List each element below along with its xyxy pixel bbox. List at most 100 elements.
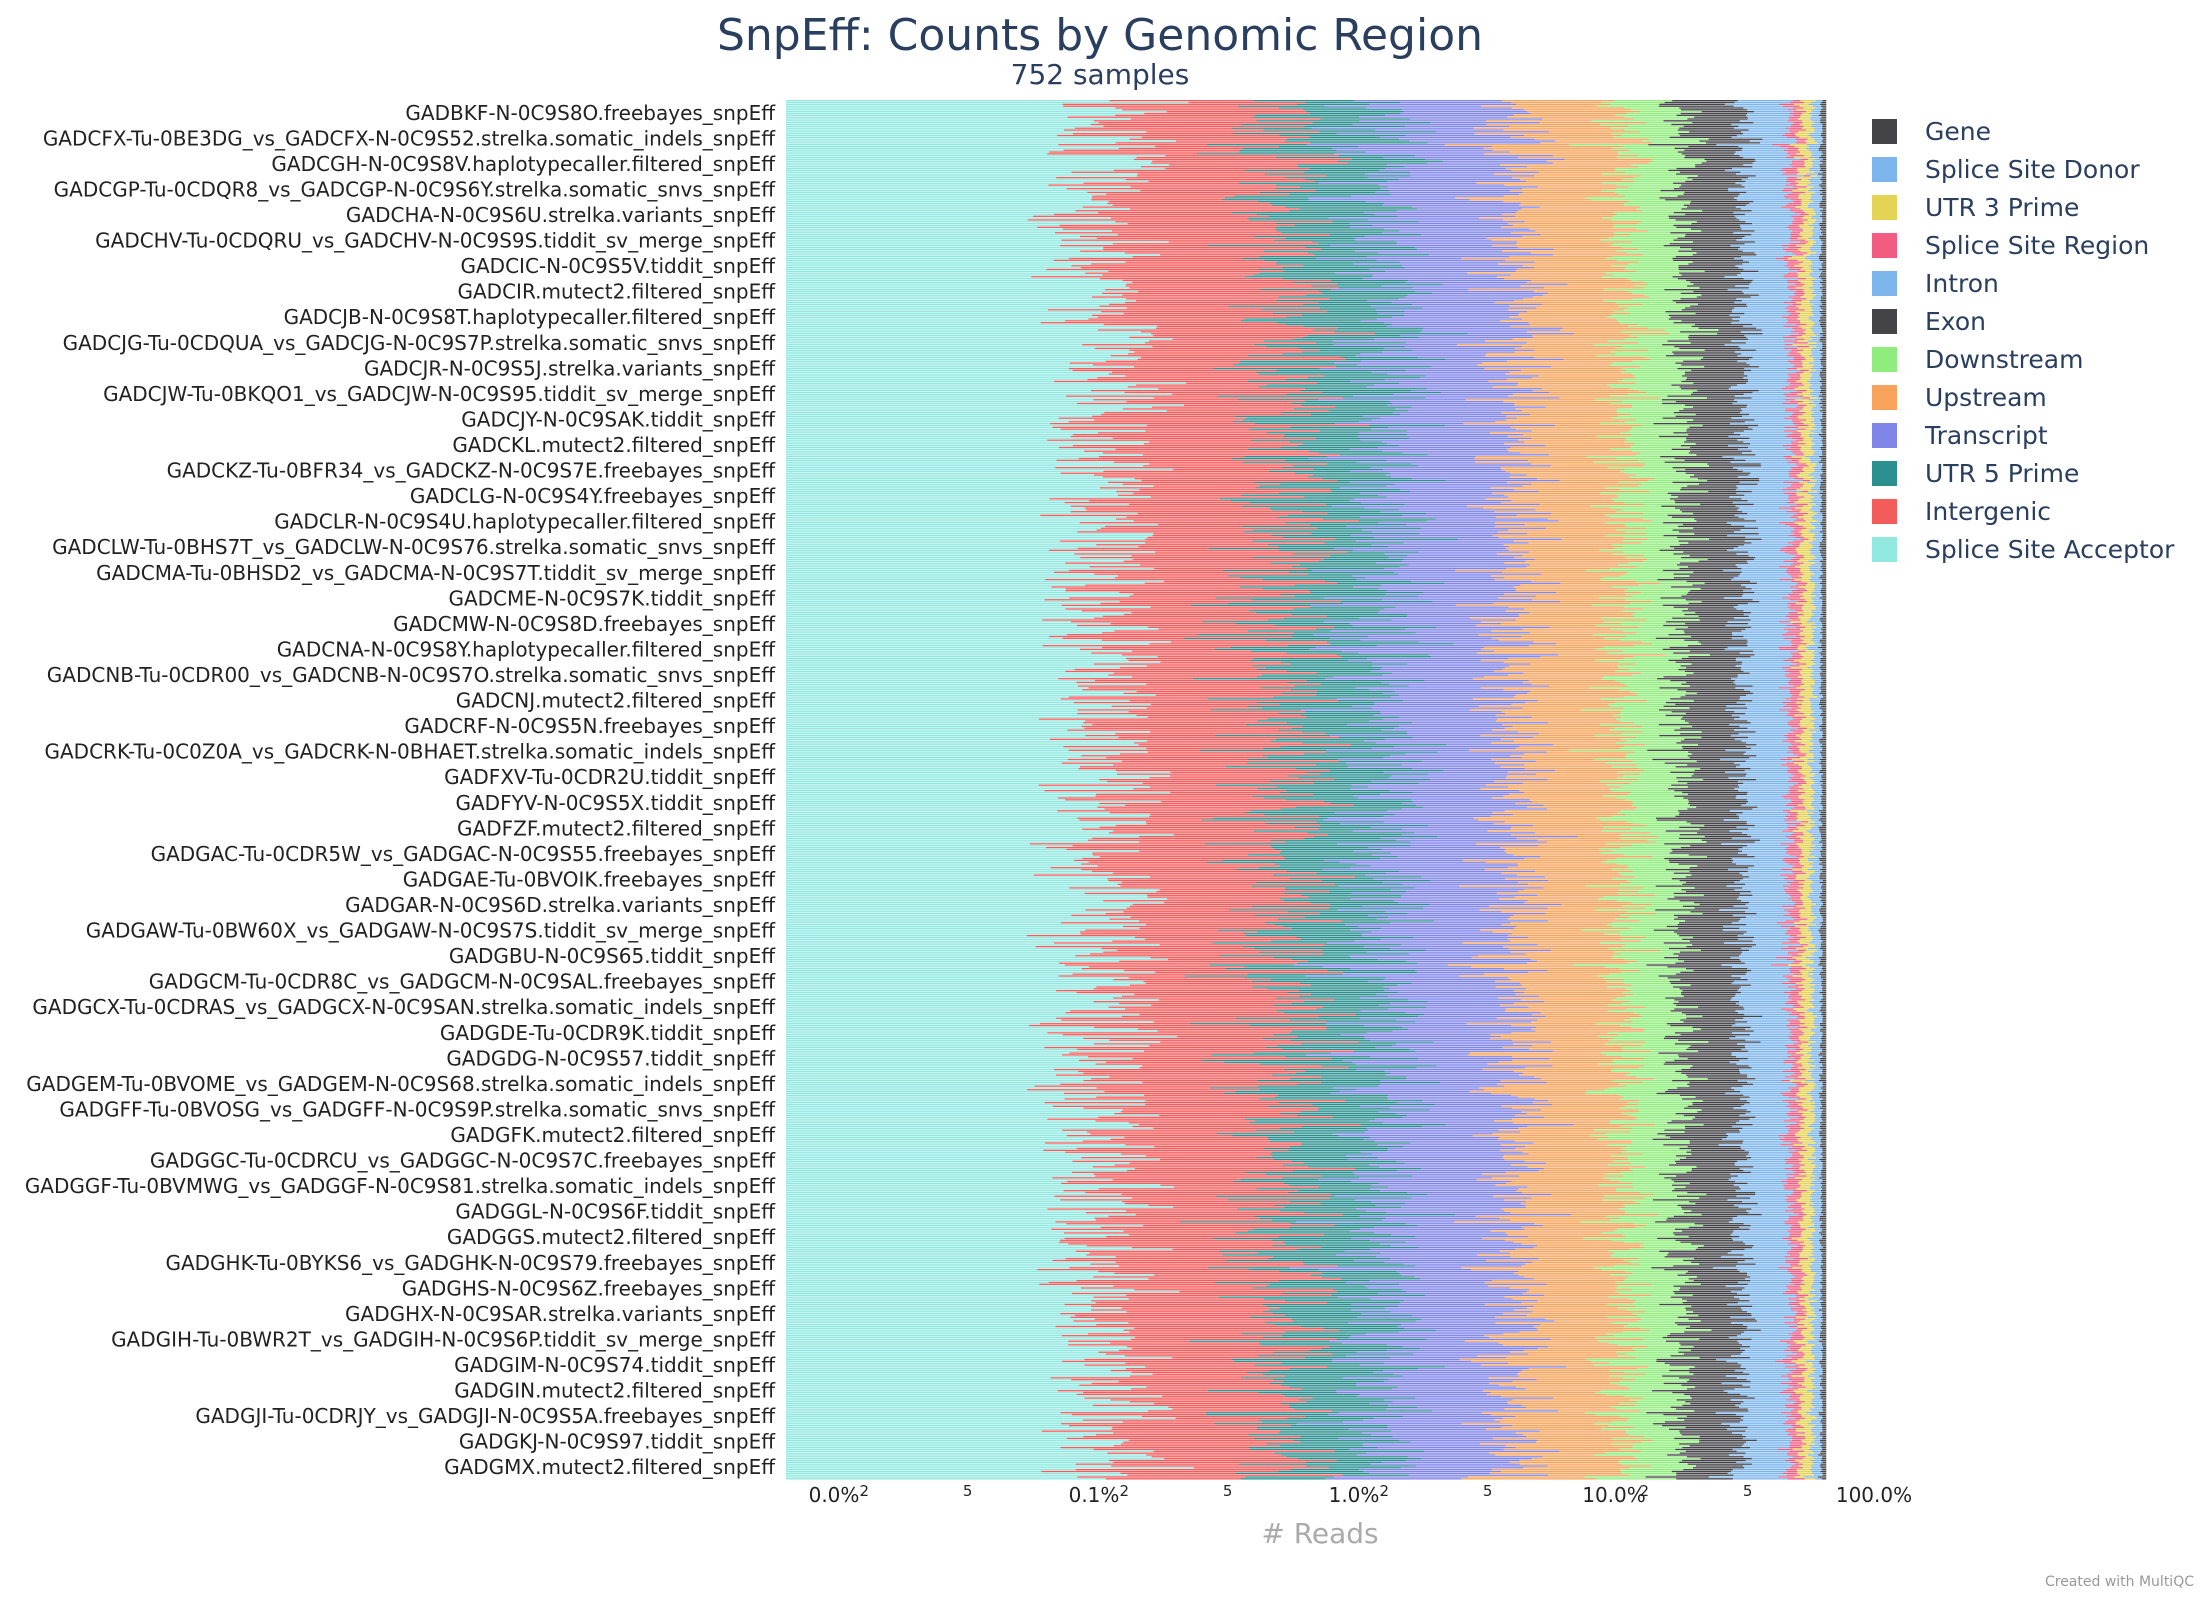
bar-segment-intergenic[interactable] — [1082, 344, 1255, 346]
bar-segment-utr-3-prime[interactable] — [1800, 823, 1811, 825]
bar-segment-transcript[interactable] — [1422, 329, 1561, 331]
bar-segment-splice-site-region[interactable] — [1788, 668, 1803, 671]
bar-segment-splice-site-region[interactable] — [1785, 545, 1800, 548]
bar-segment-splice-site-donor[interactable] — [1812, 767, 1823, 770]
bar-segment-transcript[interactable] — [1419, 533, 1528, 535]
bar-segment-intron[interactable] — [1731, 637, 1785, 640]
bar-segment-intron[interactable] — [1748, 261, 1789, 263]
bar-segment-splice-site-donor[interactable] — [1811, 114, 1820, 117]
bar-segment-intergenic[interactable] — [1049, 498, 1221, 500]
bar-segment-utr-5-prime[interactable] — [1309, 167, 1386, 170]
bar-segment-intergenic[interactable] — [1096, 544, 1269, 546]
bar-segment-intergenic[interactable] — [1046, 268, 1259, 271]
bar-segment-splice-site-region[interactable] — [1791, 450, 1801, 452]
bar-segment-splice-site-region[interactable] — [1788, 573, 1804, 575]
bar-segment-intron[interactable] — [1743, 635, 1797, 638]
bar-segment-intergenic[interactable] — [1066, 848, 1275, 851]
bar-segment-downstream[interactable] — [1632, 801, 1690, 803]
bar-segment-splice-site-acceptor[interactable] — [786, 120, 1095, 122]
bar-segment-splice-site-acceptor[interactable] — [786, 325, 1158, 328]
bar-segment-utr-3-prime[interactable] — [1798, 531, 1810, 533]
bar-segment-splice-site-donor[interactable] — [1812, 454, 1823, 456]
bar-segment-splice-site-acceptor[interactable] — [786, 430, 1146, 432]
bar-segment-gene[interactable] — [1822, 824, 1827, 827]
bar-segment-transcript[interactable] — [1381, 681, 1523, 684]
bar-segment-splice-site-region[interactable] — [1781, 764, 1799, 766]
bar-segment-gene[interactable] — [1822, 533, 1827, 535]
bar-segment-utr-5-prime[interactable] — [1310, 523, 1407, 526]
bar-segment-upstream[interactable] — [1542, 294, 1644, 296]
bar-segment-splice-site-acceptor[interactable] — [786, 202, 1108, 205]
bar-segment-splice-site-acceptor[interactable] — [786, 790, 1046, 792]
bar-segment-splice-site-acceptor[interactable] — [786, 834, 1174, 836]
bar-segment-gene[interactable] — [1822, 344, 1827, 346]
bar-segment-transcript[interactable] — [1407, 555, 1523, 557]
bar-segment-exon[interactable] — [1683, 630, 1742, 632]
bar-segment-transcript[interactable] — [1395, 606, 1509, 608]
bar-segment-downstream[interactable] — [1626, 112, 1681, 115]
bar-segment-utr-3-prime[interactable] — [1801, 577, 1812, 579]
bar-segment-intergenic[interactable] — [1088, 687, 1261, 689]
bar-segment-splice-site-donor[interactable] — [1807, 184, 1820, 186]
bar-segment-exon[interactable] — [1685, 155, 1740, 157]
bar-segment-transcript[interactable] — [1388, 426, 1511, 428]
bar-segment-splice-site-acceptor[interactable] — [786, 457, 1079, 460]
bar-segment-intergenic[interactable] — [1129, 595, 1296, 597]
bar-segment-transcript[interactable] — [1409, 175, 1535, 177]
bar-segment-utr-3-prime[interactable] — [1799, 670, 1815, 673]
bar-segment-utr-3-prime[interactable] — [1796, 826, 1812, 829]
bar-segment-splice-site-acceptor[interactable] — [786, 780, 1108, 783]
bar-segment-upstream[interactable] — [1529, 413, 1631, 416]
bar-segment-utr-3-prime[interactable] — [1797, 340, 1809, 342]
bar-segment-utr-5-prime[interactable] — [1273, 312, 1378, 315]
bar-segment-downstream[interactable] — [1619, 720, 1686, 722]
bar-segment-intron[interactable] — [1741, 131, 1791, 133]
bar-segment-splice-site-region[interactable] — [1789, 118, 1799, 120]
bar-segment-utr-3-prime[interactable] — [1797, 318, 1810, 320]
bar-segment-exon[interactable] — [1682, 523, 1732, 526]
bar-segment-intron[interactable] — [1732, 402, 1783, 405]
bar-segment-exon[interactable] — [1679, 813, 1737, 816]
bar-segment-splice-site-acceptor[interactable] — [786, 516, 1127, 518]
bar-segment-utr-5-prime[interactable] — [1336, 654, 1429, 656]
bar-segment-intron[interactable] — [1743, 610, 1796, 612]
bar-segment-utr-5-prime[interactable] — [1320, 683, 1390, 685]
bar-segment-utr-5-prime[interactable] — [1306, 716, 1400, 718]
bar-segment-splice-site-region[interactable] — [1788, 470, 1805, 473]
bar-segment-gene[interactable] — [1819, 492, 1827, 495]
bar-segment-utr-3-prime[interactable] — [1803, 437, 1814, 439]
bar-segment-splice-site-donor[interactable] — [1807, 667, 1820, 669]
bar-segment-intron[interactable] — [1729, 810, 1784, 812]
bar-segment-intergenic[interactable] — [1142, 454, 1341, 456]
bar-segment-upstream[interactable] — [1522, 265, 1612, 267]
bar-segment-upstream[interactable] — [1521, 369, 1626, 372]
bar-segment-splice-site-donor[interactable] — [1813, 536, 1823, 539]
bar-segment-splice-site-donor[interactable] — [1812, 834, 1822, 836]
bar-segment-splice-site-donor[interactable] — [1809, 318, 1821, 320]
bar-segment-intron[interactable] — [1733, 718, 1794, 720]
bar-segment-downstream[interactable] — [1597, 105, 1660, 107]
bar-segment-exon[interactable] — [1690, 476, 1739, 478]
bar-segment-splice-site-donor[interactable] — [1808, 134, 1822, 137]
bar-segment-intron[interactable] — [1724, 344, 1786, 346]
bar-segment-splice-site-region[interactable] — [1785, 698, 1798, 700]
bar-segment-intron[interactable] — [1743, 278, 1799, 280]
bar-segment-upstream[interactable] — [1465, 399, 1596, 401]
bar-segment-exon[interactable] — [1663, 534, 1728, 537]
bar-segment-splice-site-acceptor[interactable] — [786, 314, 1093, 317]
bar-segment-splice-site-acceptor[interactable] — [786, 747, 1147, 750]
bar-segment-intron[interactable] — [1737, 360, 1788, 362]
bar-segment-intergenic[interactable] — [1077, 709, 1212, 711]
bar-segment-transcript[interactable] — [1405, 342, 1527, 344]
bar-segment-transcript[interactable] — [1383, 771, 1508, 773]
bar-segment-upstream[interactable] — [1492, 149, 1630, 151]
bar-segment-utr-3-prime[interactable] — [1798, 545, 1814, 548]
bar-segment-downstream[interactable] — [1632, 373, 1686, 375]
bar-segment-utr-3-prime[interactable] — [1805, 744, 1814, 746]
bar-segment-intergenic[interactable] — [1048, 549, 1280, 551]
bar-segment-splice-site-donor[interactable] — [1815, 483, 1822, 485]
bar-segment-intergenic[interactable] — [1097, 806, 1297, 808]
bar-segment-gene[interactable] — [1821, 650, 1827, 652]
bar-segment-intergenic[interactable] — [1100, 278, 1283, 280]
bar-segment-splice-site-region[interactable] — [1783, 456, 1792, 458]
